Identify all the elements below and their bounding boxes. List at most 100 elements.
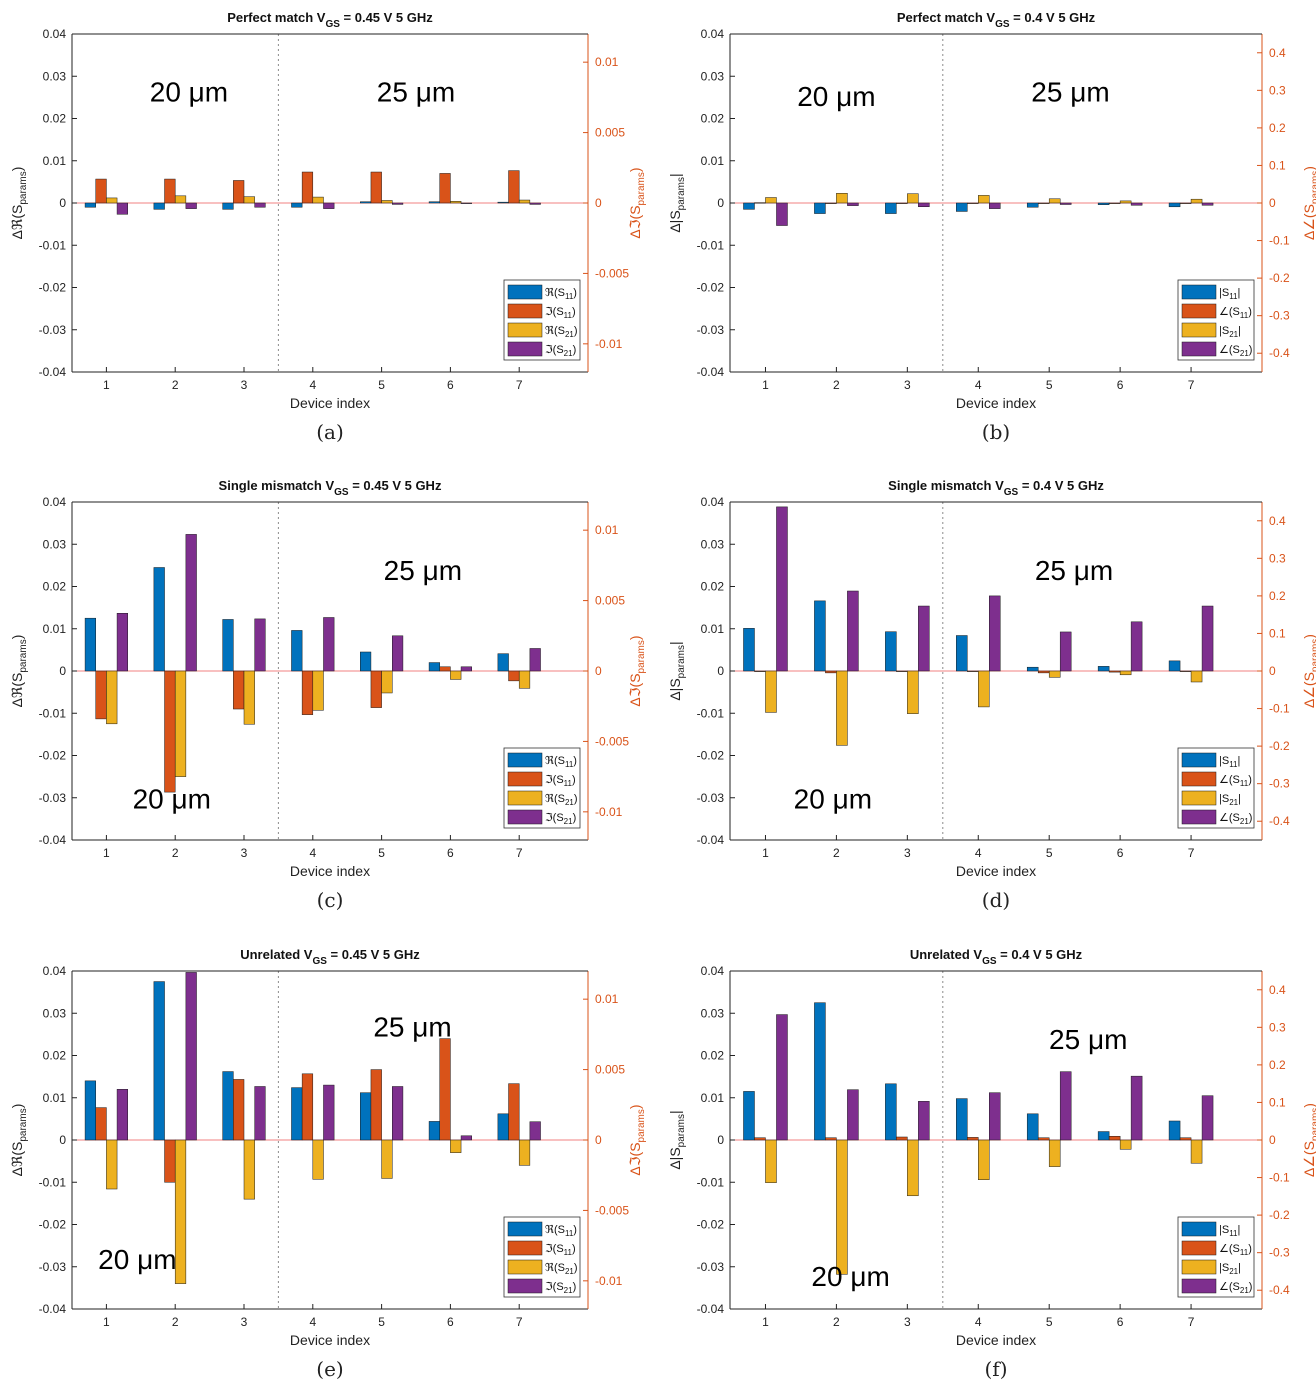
bar-f-s1-d7 bbox=[1168, 1120, 1181, 1141]
x-tick-label: 2 bbox=[833, 378, 840, 392]
y-tick-label: 0 bbox=[59, 664, 66, 678]
legend-entry: ℜ(S21) bbox=[545, 1262, 578, 1276]
bar-f-s2-d1 bbox=[754, 1137, 766, 1141]
y2-tick-label: -0.3 bbox=[1269, 1246, 1290, 1260]
y-tick-label: 0.01 bbox=[43, 622, 67, 636]
bar-c-s3-d6 bbox=[450, 670, 462, 680]
bar-c-s1-d5 bbox=[360, 651, 372, 672]
size-annotation: 20 μm bbox=[811, 1261, 889, 1292]
y2-tick-label: -0.2 bbox=[1269, 739, 1290, 753]
y-axis-label: Δℜ(Sparams) bbox=[9, 635, 29, 708]
x-tick-label: 6 bbox=[447, 846, 454, 860]
x-tick-label: 4 bbox=[975, 846, 982, 860]
y-tick-label: -0.02 bbox=[39, 281, 67, 295]
legend-swatch bbox=[1181, 322, 1217, 338]
bar-c-s4-d5 bbox=[392, 635, 404, 672]
legend-entry: |S11| bbox=[1219, 1224, 1240, 1238]
x-tick-label: 1 bbox=[762, 1315, 769, 1329]
bar-a-s4-d7 bbox=[529, 202, 541, 205]
legend-swatch bbox=[1181, 303, 1217, 319]
bar-f-s1-d4 bbox=[956, 1098, 968, 1141]
y2-tick-label: 0.3 bbox=[1269, 1020, 1286, 1034]
x-tick-label: 7 bbox=[1188, 1315, 1195, 1329]
panel-caption: (e) bbox=[316, 1357, 343, 1381]
bar-b-s3-d7 bbox=[1190, 198, 1203, 204]
bar-d-s3-d3 bbox=[907, 670, 919, 714]
size-annotation: 25 μm bbox=[373, 1011, 451, 1042]
x-tick-label: 3 bbox=[904, 378, 911, 392]
bar-e-s2-d4 bbox=[301, 1073, 314, 1141]
bar-d-s2-d3 bbox=[896, 670, 908, 672]
bar-c-s2-d3 bbox=[233, 670, 245, 710]
bar-d-s4-d7 bbox=[1201, 605, 1214, 672]
bar-d-s2-d2 bbox=[825, 670, 837, 674]
bar-d-s4-d2 bbox=[847, 590, 859, 672]
y-tick-label: -0.03 bbox=[697, 323, 725, 337]
x-axis-label: Device index bbox=[956, 1332, 1036, 1348]
legend-entry: ∠(S11) bbox=[1219, 1243, 1252, 1257]
y2-tick-label: 0.1 bbox=[1269, 1095, 1286, 1109]
y-tick-label: 0.01 bbox=[701, 1091, 725, 1105]
legend-entry: ℜ(S21) bbox=[545, 325, 578, 339]
y2-tick-label: 0.2 bbox=[1269, 1058, 1286, 1072]
bar-e-s1-d4 bbox=[291, 1087, 303, 1141]
y2-tick-label: -0.2 bbox=[1269, 271, 1290, 285]
y-tick-label: 0.01 bbox=[701, 154, 725, 168]
bar-f-s2-d2 bbox=[825, 1137, 837, 1141]
y2-tick-label: 0 bbox=[595, 664, 602, 678]
y2-tick-label: -0.4 bbox=[1269, 1283, 1290, 1297]
bar-a-s1-d7 bbox=[497, 201, 509, 204]
bar-b-s4-d6 bbox=[1130, 202, 1143, 206]
legend-entry: ∠(S21) bbox=[1219, 344, 1252, 358]
y-tick-label: -0.02 bbox=[697, 281, 725, 295]
y-tick-label: -0.02 bbox=[39, 1218, 67, 1232]
bar-b-s3-d6 bbox=[1119, 200, 1132, 204]
bar-a-s2-d4 bbox=[301, 171, 314, 204]
bar-c-s1-d1 bbox=[84, 617, 96, 672]
y-tick-label: 0.04 bbox=[43, 964, 67, 978]
bar-e-s4-d7 bbox=[529, 1121, 541, 1141]
x-tick-label: 3 bbox=[904, 846, 911, 860]
panel-caption: (f) bbox=[984, 1357, 1007, 1381]
bar-d-s4-d1 bbox=[776, 506, 788, 672]
bar-f-s3-d2 bbox=[836, 1139, 848, 1275]
bar-a-s1-d6 bbox=[428, 201, 440, 204]
bar-e-s3-d2 bbox=[174, 1139, 187, 1284]
bar-d-s1-d1 bbox=[743, 628, 755, 672]
bar-b-s4-d2 bbox=[847, 202, 859, 206]
x-tick-label: 5 bbox=[1046, 1315, 1053, 1329]
y2-tick-label: 0 bbox=[1269, 664, 1276, 678]
legend-swatch bbox=[507, 1240, 543, 1256]
y-tick-label: -0.01 bbox=[39, 238, 67, 252]
bar-b-s3-d4 bbox=[978, 195, 990, 204]
bar-f-s1-d6 bbox=[1097, 1131, 1110, 1141]
bar-e-s2-d5 bbox=[370, 1069, 382, 1141]
y-tick-label: 0.04 bbox=[701, 495, 725, 509]
y2-tick-label: 0 bbox=[595, 196, 602, 210]
bar-c-s2-d7 bbox=[508, 670, 520, 682]
y-tick-label: 0.02 bbox=[701, 112, 725, 126]
bar-f-s4-d5 bbox=[1059, 1071, 1072, 1141]
bar-a-s3-d4 bbox=[312, 196, 324, 204]
y2-tick-label: -0.2 bbox=[1269, 1208, 1290, 1222]
bar-c-s3-d4 bbox=[312, 670, 324, 711]
legend-swatch bbox=[1181, 1259, 1217, 1275]
legend-entry: ∠(S21) bbox=[1219, 1281, 1252, 1295]
bar-c-s4-d6 bbox=[460, 666, 472, 672]
legend-swatch bbox=[1181, 341, 1217, 357]
bar-a-s2-d3 bbox=[233, 180, 245, 204]
x-tick-label: 3 bbox=[241, 378, 248, 392]
bar-b-s3-d3 bbox=[907, 193, 919, 204]
legend-entry: ℑ(S21) bbox=[545, 344, 576, 358]
chart-panel-f: -0.04 -0.03 -0.02 -0.01 0 0.01 0.02 0.03 0.04 -0.… bbox=[667, 947, 1316, 1381]
x-tick-label: 3 bbox=[904, 1315, 911, 1329]
y2-axis-label: Δ∠(Sparams) bbox=[1301, 166, 1316, 240]
legend-entry: |S11| bbox=[1219, 287, 1240, 301]
bar-a-s2-d6 bbox=[439, 173, 451, 204]
x-tick-label: 3 bbox=[241, 846, 248, 860]
y-tick-label: -0.04 bbox=[697, 365, 725, 379]
y-tick-label: -0.02 bbox=[697, 1218, 725, 1232]
bar-a-s3-d3 bbox=[243, 196, 255, 204]
bar-e-s1-d7 bbox=[497, 1113, 509, 1141]
bar-e-s3-d3 bbox=[243, 1139, 255, 1200]
